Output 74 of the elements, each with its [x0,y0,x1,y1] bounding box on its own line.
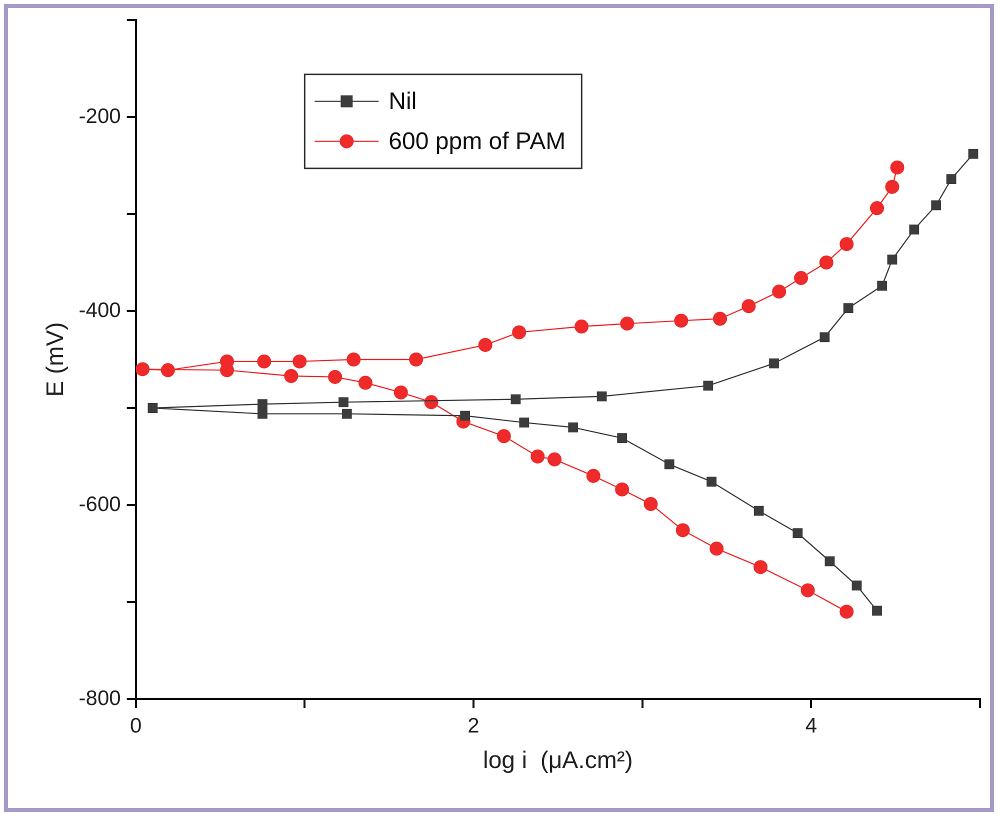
x-tick-label: 0 [130,714,142,738]
point [620,316,634,331]
point [820,332,830,342]
point [819,256,834,270]
point [136,362,150,376]
point [394,385,408,400]
y-tick-label: -600 [78,492,121,516]
point [824,556,835,566]
x-axis-title: log i (μA.cm²) [482,747,633,774]
point [284,368,298,383]
point [754,560,768,574]
point [674,314,688,328]
point [530,450,545,464]
point [338,397,348,408]
point [510,394,521,404]
point [931,200,942,210]
point [596,391,607,402]
point [478,338,492,352]
point [890,160,904,174]
point [496,429,511,444]
x-tick-label: 2 [468,714,480,738]
point [712,312,727,326]
point [676,523,690,538]
point [840,237,854,252]
point [664,459,674,470]
point [586,468,600,483]
point [703,380,714,391]
point [574,320,589,334]
point [706,476,717,487]
point [742,299,756,314]
point [794,271,808,286]
point [258,399,268,410]
point [258,408,268,419]
point [460,410,470,421]
point [843,303,854,314]
point [968,148,978,159]
point [615,482,630,496]
point [358,376,372,390]
legend-label: 600 ppm of PAM [388,128,566,155]
point [160,363,175,378]
point [519,418,530,428]
point [885,180,900,194]
point [512,325,526,340]
x-tick-label: 4 [805,714,818,738]
y-tick-label: -800 [78,686,121,710]
point [148,403,158,413]
point [792,528,803,538]
point [772,284,786,299]
point [644,497,658,512]
point [754,506,764,516]
point [887,254,898,265]
point [548,452,562,466]
point [617,433,628,444]
y-tick-label: -400 [78,298,121,322]
point [292,354,307,368]
legend-label: Nil [388,88,417,115]
point [909,224,920,234]
point [877,280,888,291]
point [872,606,882,616]
point [409,352,424,366]
point [710,542,724,556]
point [568,422,578,432]
point [346,352,361,366]
point [870,201,884,216]
point [328,370,342,384]
y-tick-label: -200 [78,104,121,128]
point [840,604,854,619]
point [769,358,779,368]
point [852,580,862,590]
point [800,583,815,598]
point [946,174,956,184]
point [257,354,272,368]
point [342,408,352,419]
y-axis-title: E (mV) [42,322,70,397]
